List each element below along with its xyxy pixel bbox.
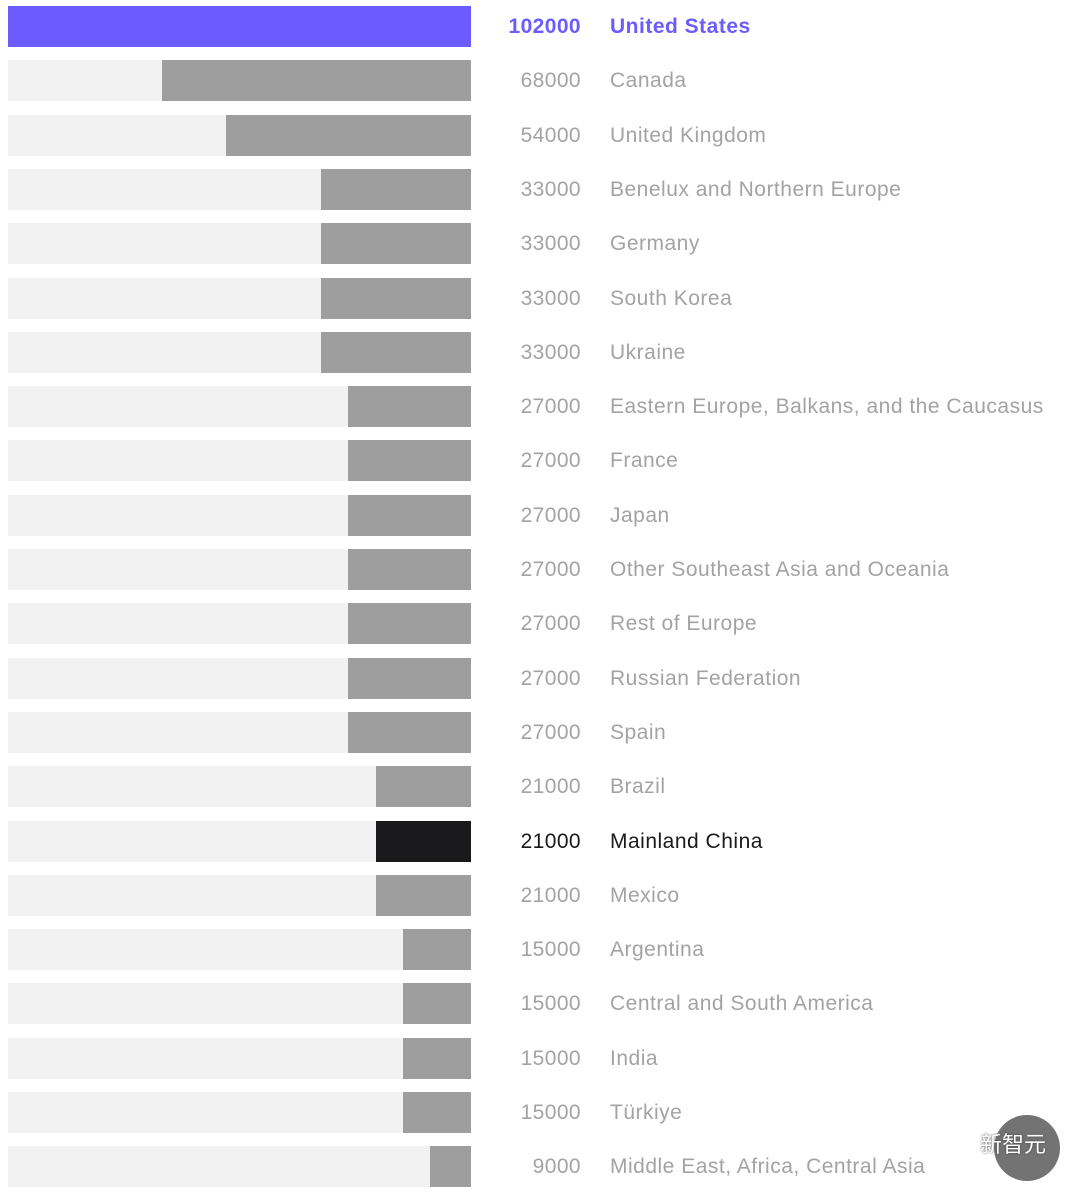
value-label: 54000 — [520, 124, 581, 147]
chart-row: 68000 Canada — [0, 60, 1080, 101]
value-label: 21000 — [520, 775, 581, 798]
wechat-icon — [932, 1135, 961, 1156]
value-label: 27000 — [520, 667, 581, 690]
chart-row: 27000 Rest of Europe — [0, 603, 1080, 644]
chart-row: 9000 Middle East, Africa, Central Asia — [0, 1146, 1080, 1187]
bar-track — [8, 983, 471, 1024]
value-label: 27000 — [520, 395, 581, 418]
watermark-logo — [994, 1115, 1060, 1181]
category-label: Japan — [610, 504, 670, 527]
bar-track — [8, 929, 471, 970]
bar-brazil — [376, 766, 471, 807]
chart-row: 27000 Spain — [0, 712, 1080, 753]
category-label: South Korea — [610, 287, 733, 310]
value-label: 33000 — [520, 232, 581, 255]
bar-track — [8, 1146, 471, 1187]
bar-other-southeast-asia-and-oceania — [348, 549, 471, 590]
category-label: France — [610, 449, 679, 472]
value-label: 27000 — [520, 558, 581, 581]
bar-russian-federation — [348, 658, 471, 699]
bar-india — [403, 1038, 471, 1079]
bar-japan — [348, 495, 471, 536]
chart-row: 27000 Japan — [0, 495, 1080, 536]
category-label: United Kingdom — [610, 124, 767, 147]
category-label: Ukraine — [610, 341, 686, 364]
category-label: Eastern Europe, Balkans, and the Caucasu… — [610, 395, 1044, 418]
category-label: Russian Federation — [610, 667, 802, 690]
category-label: Brazil — [610, 775, 666, 798]
chart-row: 33000 Benelux and Northern Europe — [0, 169, 1080, 210]
chart-row: 15000 Türkiye — [0, 1092, 1080, 1133]
value-label: 27000 — [520, 721, 581, 744]
value-label: 15000 — [520, 1101, 581, 1124]
value-label: 15000 — [520, 992, 581, 1015]
category-label: Benelux and Northern Europe — [610, 178, 902, 201]
value-label: 9000 — [532, 1155, 581, 1178]
chart-row: 15000 Central and South America — [0, 983, 1080, 1024]
value-label: 15000 — [520, 938, 581, 961]
bar-germany — [321, 223, 471, 264]
value-label: 33000 — [520, 341, 581, 364]
watermark-text: 新智元 — [979, 1133, 1046, 1158]
chart-row: 27000 France — [0, 440, 1080, 481]
chart-row: 33000 Ukraine — [0, 332, 1080, 373]
bar-spain — [348, 712, 471, 753]
chart-row: 15000 Argentina — [0, 929, 1080, 970]
category-label: Mexico — [610, 884, 680, 907]
chart-row: 102000 United States — [0, 6, 1080, 47]
value-label: 102000 — [508, 15, 581, 38]
category-label: Argentina — [610, 938, 705, 961]
category-label: India — [610, 1047, 659, 1070]
value-label: 33000 — [520, 287, 581, 310]
category-label: Spain — [610, 721, 667, 744]
chart-row: 33000 South Korea — [0, 278, 1080, 319]
value-label: 27000 — [520, 449, 581, 472]
category-label: Middle East, Africa, Central Asia — [610, 1155, 926, 1178]
chart-row: 15000 India — [0, 1038, 1080, 1079]
bar-track — [8, 1092, 471, 1133]
bar-eastern-europe-balkans-and-the-caucasus — [348, 386, 471, 427]
value-label: 21000 — [520, 830, 581, 853]
value-label: 27000 — [520, 612, 581, 635]
value-label: 27000 — [520, 504, 581, 527]
bar-ukraine — [321, 332, 471, 373]
category-label: Mainland China — [610, 830, 763, 853]
category-label: Other Southeast Asia and Oceania — [610, 558, 950, 581]
bar-central-and-south-america — [403, 983, 471, 1024]
category-label: Germany — [610, 232, 700, 255]
category-label: Central and South America — [610, 992, 874, 1015]
bar-united-states — [8, 6, 471, 47]
chart-row: 21000 Mainland China — [0, 821, 1080, 862]
value-label: 21000 — [520, 884, 581, 907]
category-label: United States — [610, 15, 751, 38]
bar-argentina — [403, 929, 471, 970]
value-label: 33000 — [520, 178, 581, 201]
category-label: Türkiye — [610, 1101, 683, 1124]
bar-benelux-and-northern-europe — [321, 169, 471, 210]
chart-row: 27000 Russian Federation — [0, 658, 1080, 699]
chart-row: 54000 United Kingdom — [0, 115, 1080, 156]
chart-row: 33000 Germany — [0, 223, 1080, 264]
bar-canada — [162, 60, 471, 101]
chart-row: 21000 Brazil — [0, 766, 1080, 807]
value-label: 68000 — [520, 69, 581, 92]
bar-track — [8, 1038, 471, 1079]
value-label: 15000 — [520, 1047, 581, 1070]
category-label: Canada — [610, 69, 687, 92]
category-label: Rest of Europe — [610, 612, 758, 635]
bar-united-kingdom — [226, 115, 471, 156]
bar-france — [348, 440, 471, 481]
chart-row: 21000 Mexico — [0, 875, 1080, 916]
bar-south-korea — [321, 278, 471, 319]
bar-middle-east-africa-central-asia — [430, 1146, 471, 1187]
chart-row: 27000 Eastern Europe, Balkans, and the Ca… — [0, 386, 1080, 427]
chart-row: 27000 Other Southeast Asia and Oceania — [0, 549, 1080, 590]
bar-rest-of-europe — [348, 603, 471, 644]
bar-t-rkiye — [403, 1092, 471, 1133]
bar-mexico — [376, 875, 471, 916]
bar-mainland-china — [376, 821, 471, 862]
